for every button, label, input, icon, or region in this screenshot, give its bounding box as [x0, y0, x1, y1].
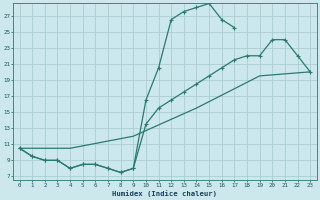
X-axis label: Humidex (Indice chaleur): Humidex (Indice chaleur): [112, 190, 217, 197]
